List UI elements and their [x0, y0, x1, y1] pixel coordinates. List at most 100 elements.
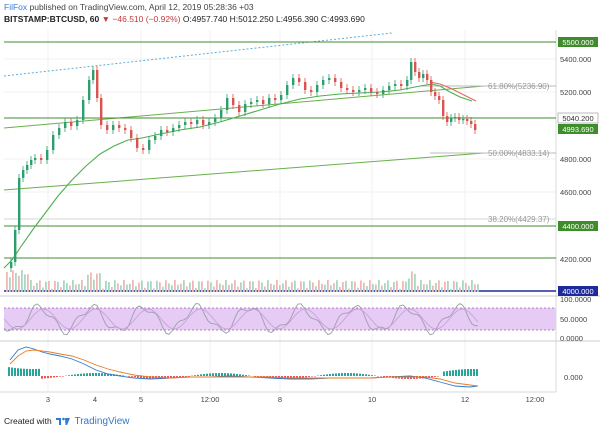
macd-hist-bar: [209, 373, 211, 376]
volume-bar: [147, 281, 149, 292]
channel-line-lower[interactable]: [3, 152, 485, 191]
time-label-3: 3: [46, 395, 50, 404]
candle-body: [92, 70, 95, 80]
volume-bar: [192, 280, 194, 292]
macd-hist-bar: [380, 376, 382, 377]
macd-hist-bar: [14, 367, 16, 376]
tag-5040-bg: [557, 112, 599, 124]
time-label-1200b: 12:00: [526, 395, 545, 404]
publish-text: published on TradingView.com, April 12, …: [29, 2, 254, 12]
volume-bar: [249, 281, 251, 292]
candle-body: [250, 102, 253, 104]
volume-bar: [291, 282, 293, 292]
time-axis[interactable]: 3 4 5 12:00 8 10 12 12:00: [46, 395, 544, 404]
macd-hist-bar: [167, 376, 169, 379]
candle-body: [268, 98, 271, 104]
macd-hist-bar: [95, 373, 97, 376]
candle-body: [370, 88, 373, 92]
macd-hist-bar: [449, 370, 451, 376]
volume-bar: [63, 280, 65, 292]
macd-hist-bar: [20, 368, 22, 376]
candle-body: [382, 90, 385, 94]
macd-hist-bar: [104, 373, 106, 376]
macd-hist-bar: [122, 375, 124, 376]
volume-bar: [279, 285, 281, 292]
macd-hist-bar: [323, 374, 325, 376]
macd-hist-bar: [17, 368, 19, 376]
volume-bar: [366, 286, 368, 292]
moving-average-red: [429, 81, 477, 102]
volume-bar: [411, 271, 413, 292]
volume-bar: [396, 280, 398, 292]
price-axis-label: 5200.000: [560, 88, 591, 97]
candle-body: [70, 122, 73, 126]
upper-trendline[interactable]: [3, 32, 393, 77]
stoch-axis-0: 0.0000: [560, 334, 583, 343]
candle-body: [40, 158, 43, 160]
macd-hist-bar: [446, 371, 448, 376]
macd-hist-bar: [434, 376, 436, 377]
tradingview-brand-link[interactable]: TradingView: [74, 416, 130, 427]
volume-bar: [114, 280, 116, 292]
volume-bar: [306, 287, 308, 292]
macd-hist-bar: [473, 369, 475, 376]
volume-bar: [285, 280, 287, 292]
macd-hist-bar: [89, 373, 91, 376]
volume-bar: [60, 287, 62, 292]
candle-body: [364, 88, 367, 90]
volume-bar: [96, 273, 98, 292]
volume-bar: [144, 287, 146, 292]
macd-hist-bar: [299, 376, 301, 379]
volume-bar: [42, 287, 44, 292]
macd-hist-bar: [383, 376, 385, 377]
macd-hist-bar: [86, 373, 88, 376]
macd-hist-bar: [206, 373, 208, 376]
volume-bar: [225, 280, 227, 292]
volume-bar: [435, 283, 437, 292]
volume-bar: [363, 282, 365, 292]
candle-body: [346, 88, 349, 90]
candle-body: [160, 130, 163, 136]
candle-body: [106, 125, 109, 130]
macd-hist-bar: [227, 373, 229, 376]
volume-bar: [402, 281, 404, 292]
candle-body: [148, 140, 151, 150]
volume-bar: [477, 284, 479, 292]
macd-hist-bar: [53, 376, 55, 378]
candle-body: [76, 120, 79, 126]
macd-hist-bar: [407, 376, 409, 379]
macd-hist-bar: [305, 376, 307, 378]
macd-hist-bar: [233, 373, 235, 376]
volume-bar: [177, 284, 179, 292]
symbol-header: BITSTAMP:BTCUSD, 60 ▼ −46.510 (−0.92%) O…: [4, 14, 365, 24]
volume-bar: [441, 287, 443, 292]
candle-body: [434, 92, 437, 96]
publisher-name[interactable]: FilFox: [4, 2, 28, 12]
candle-body: [418, 72, 421, 78]
macd-hist-bar: [314, 376, 316, 377]
volume-bar: [126, 284, 128, 292]
macd-hist-bar: [77, 374, 79, 376]
volume-bar: [345, 280, 347, 292]
candle-body: [322, 80, 325, 85]
macd-line: [9, 346, 479, 388]
volume-bar: [120, 285, 122, 292]
volume-bar: [474, 284, 476, 292]
time-label-8: 8: [278, 395, 282, 404]
volume-bar: [141, 280, 143, 292]
volume-bar: [456, 281, 458, 292]
candle-body: [64, 122, 67, 128]
candle-body: [280, 95, 283, 100]
candle-body: [430, 80, 433, 92]
macd-hist-bar: [230, 373, 232, 376]
candle-body: [466, 119, 469, 121]
symbol-label: BITSTAMP:BTCUSD, 60: [4, 14, 100, 24]
tag-4000: 4000.000: [562, 287, 593, 296]
candle-body: [340, 82, 343, 88]
volume-bar: [165, 280, 167, 292]
price-axis[interactable]: 5400.000 5200.000 4800.000 4600.000 4200.000: [560, 55, 591, 264]
volume-bar: [447, 280, 449, 292]
macd-hist-bar: [215, 373, 217, 376]
macd-hist-bar: [176, 376, 178, 378]
